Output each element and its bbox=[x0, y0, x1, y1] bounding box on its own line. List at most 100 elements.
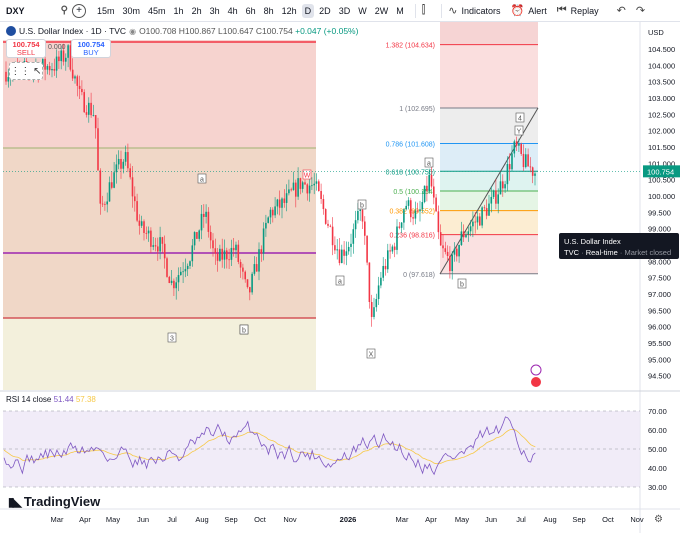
legend-open: O100.708 bbox=[139, 26, 177, 36]
candle-body bbox=[230, 247, 233, 260]
candle-body bbox=[391, 246, 394, 252]
candle-body bbox=[347, 246, 350, 252]
candle-body bbox=[488, 203, 490, 216]
candle-body bbox=[85, 112, 88, 115]
candle-body bbox=[368, 262, 371, 303]
sell-button[interactable]: 100.754 SELL bbox=[6, 39, 46, 58]
wave-label-box bbox=[514, 125, 524, 136]
fib-zone bbox=[440, 171, 538, 191]
candles-group bbox=[5, 40, 536, 327]
candle-body bbox=[481, 207, 483, 226]
compare-symbol-icon[interactable]: + bbox=[72, 3, 86, 18]
price-tick: 103.000 bbox=[648, 94, 675, 103]
cursor-tool-button[interactable]: ⋮⋮ ↖ bbox=[9, 62, 43, 80]
candle-body bbox=[182, 271, 184, 273]
candle-body bbox=[373, 307, 375, 317]
redo-button[interactable]: ↷ bbox=[636, 4, 645, 17]
interval-2h[interactable]: 2h bbox=[191, 5, 202, 16]
candle-body bbox=[479, 216, 481, 226]
interval-4h[interactable]: 4h bbox=[227, 5, 238, 16]
candle-body bbox=[336, 249, 338, 251]
candle-body bbox=[46, 66, 49, 70]
price-tick: 102.500 bbox=[648, 110, 675, 119]
candles-icon: ⫿ bbox=[421, 4, 426, 16]
candle-body bbox=[62, 50, 65, 62]
candle-body bbox=[209, 231, 212, 241]
price-tick: 98.000 bbox=[648, 257, 671, 266]
candle-body bbox=[150, 230, 152, 247]
time-tick: Oct bbox=[254, 515, 267, 524]
candle-body bbox=[384, 265, 387, 270]
interval-m[interactable]: M bbox=[396, 5, 404, 16]
candle-body bbox=[117, 158, 120, 165]
candle-body bbox=[203, 213, 205, 217]
candle-body bbox=[345, 251, 348, 256]
interval-30m[interactable]: 30m bbox=[122, 5, 141, 16]
candle-body bbox=[111, 182, 113, 188]
candle-body bbox=[223, 250, 226, 260]
candle-body bbox=[58, 56, 60, 62]
wave-label: W bbox=[304, 173, 311, 180]
candle-body bbox=[320, 190, 322, 199]
candle-body bbox=[364, 221, 366, 236]
interval-45m[interactable]: 45m bbox=[148, 5, 166, 16]
candle-body bbox=[239, 261, 242, 268]
candle-body bbox=[90, 102, 92, 116]
time-tick: Mar bbox=[396, 515, 409, 524]
symbol-search[interactable]: DXY ⚲ bbox=[0, 5, 68, 16]
wave-label-box bbox=[357, 199, 367, 210]
interval-w[interactable]: W bbox=[358, 5, 367, 16]
time-tick: Sep bbox=[572, 515, 585, 524]
chart-type-button[interactable]: ⫿ bbox=[422, 4, 426, 17]
candle-body bbox=[71, 69, 74, 79]
candle-body bbox=[451, 254, 453, 272]
interval-1h[interactable]: 1h bbox=[173, 5, 184, 16]
interval-2w[interactable]: 2W bbox=[374, 5, 389, 16]
interval-12h[interactable]: 12h bbox=[281, 5, 297, 16]
interval-6h[interactable]: 6h bbox=[245, 5, 256, 16]
interval-d[interactable]: D bbox=[301, 3, 315, 18]
indicators-button[interactable]: ∿ Indicators bbox=[448, 4, 500, 17]
interval-3h[interactable]: 3h bbox=[209, 5, 220, 16]
time-tick: May bbox=[455, 515, 469, 524]
candle-body bbox=[502, 181, 504, 189]
candle-body bbox=[315, 181, 318, 184]
candle-body bbox=[311, 185, 313, 187]
price-tick: 97.500 bbox=[648, 274, 671, 283]
candle-body bbox=[249, 287, 251, 293]
candle-body bbox=[306, 184, 309, 194]
candle-body bbox=[462, 231, 465, 238]
gear-icon[interactable]: ⚙ bbox=[654, 514, 663, 525]
interval-8h[interactable]: 8h bbox=[263, 5, 274, 16]
candle-body bbox=[186, 265, 189, 270]
time-tick: Aug bbox=[543, 515, 556, 524]
buy-button[interactable]: 100.754 BUY bbox=[71, 39, 111, 58]
candle-body bbox=[53, 69, 56, 71]
alert-button[interactable]: ⏰ Alert bbox=[510, 4, 546, 17]
candle-body bbox=[154, 245, 157, 247]
candle-body bbox=[338, 249, 341, 264]
candle-body bbox=[387, 250, 389, 270]
orange-zone bbox=[3, 148, 316, 318]
interval-15m[interactable]: 15m bbox=[97, 5, 115, 16]
candle-body bbox=[430, 174, 433, 187]
candle-body bbox=[283, 198, 286, 203]
chart-canvas[interactable]: 1.382 (104.634) 1 (102.695) 0.786 (101.608… bbox=[0, 22, 680, 533]
candle-body bbox=[343, 249, 345, 256]
tradingview-logo[interactable]: ▮◣ TradingView bbox=[8, 494, 100, 509]
candle-body bbox=[200, 213, 203, 231]
candle-body bbox=[184, 269, 187, 272]
wave-label-box bbox=[366, 348, 376, 359]
legend-title: U.S. Dollar Index · 1D · TVC bbox=[19, 26, 127, 36]
interval-2d[interactable]: 2D bbox=[319, 5, 331, 16]
undo-button[interactable]: ↶ bbox=[617, 4, 626, 17]
time-tick: Sep bbox=[224, 515, 237, 524]
replay-button[interactable]: ⏮ Replay bbox=[557, 4, 599, 17]
last-price-label: 100.754 bbox=[647, 167, 674, 176]
time-tick: May bbox=[106, 515, 120, 524]
candle-body bbox=[382, 265, 384, 278]
time-tick: Aug bbox=[195, 515, 208, 524]
interval-3d[interactable]: 3D bbox=[338, 5, 351, 16]
us-flag-icon bbox=[6, 26, 16, 36]
candle-body bbox=[290, 189, 292, 191]
